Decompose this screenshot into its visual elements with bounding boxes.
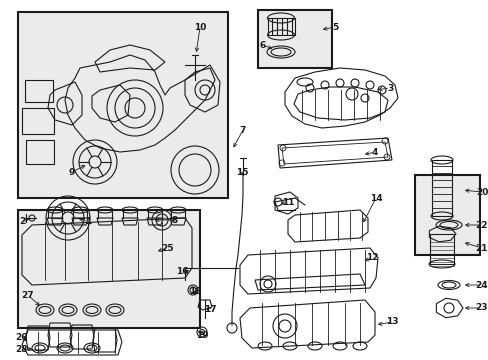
- Text: 8: 8: [171, 216, 178, 225]
- Bar: [25, 80, 53, 102]
- Text: 25: 25: [162, 243, 174, 252]
- Bar: [22, 108, 54, 134]
- Text: 5: 5: [331, 23, 337, 32]
- Bar: [18, 12, 227, 198]
- Text: 11: 11: [281, 198, 294, 207]
- Text: 19: 19: [195, 330, 208, 339]
- Bar: [431, 160, 451, 216]
- Text: 23: 23: [475, 303, 487, 312]
- Text: 3: 3: [386, 84, 392, 93]
- Bar: [429, 234, 453, 264]
- Text: 14: 14: [369, 194, 382, 202]
- Bar: [258, 10, 331, 68]
- Text: 9: 9: [69, 167, 75, 176]
- Text: 17: 17: [203, 306, 216, 315]
- Text: 4: 4: [371, 148, 377, 157]
- Text: 12: 12: [365, 253, 378, 262]
- Text: 28: 28: [16, 346, 28, 355]
- Text: 21: 21: [475, 243, 487, 252]
- Text: 2: 2: [19, 216, 25, 225]
- Text: 26: 26: [16, 333, 28, 342]
- Bar: [18, 210, 200, 328]
- Text: 24: 24: [475, 280, 488, 289]
- Text: 13: 13: [385, 318, 397, 327]
- Bar: [26, 140, 54, 164]
- Text: 22: 22: [475, 220, 487, 230]
- Text: 18: 18: [188, 288, 201, 297]
- Text: 20: 20: [475, 188, 487, 197]
- Text: 1: 1: [85, 216, 91, 225]
- Bar: [414, 175, 479, 255]
- Text: 16: 16: [175, 267, 188, 276]
- Text: 10: 10: [193, 23, 206, 32]
- Text: 15: 15: [235, 167, 248, 176]
- Text: 6: 6: [259, 41, 265, 50]
- Text: 27: 27: [21, 291, 34, 300]
- Text: 7: 7: [239, 126, 245, 135]
